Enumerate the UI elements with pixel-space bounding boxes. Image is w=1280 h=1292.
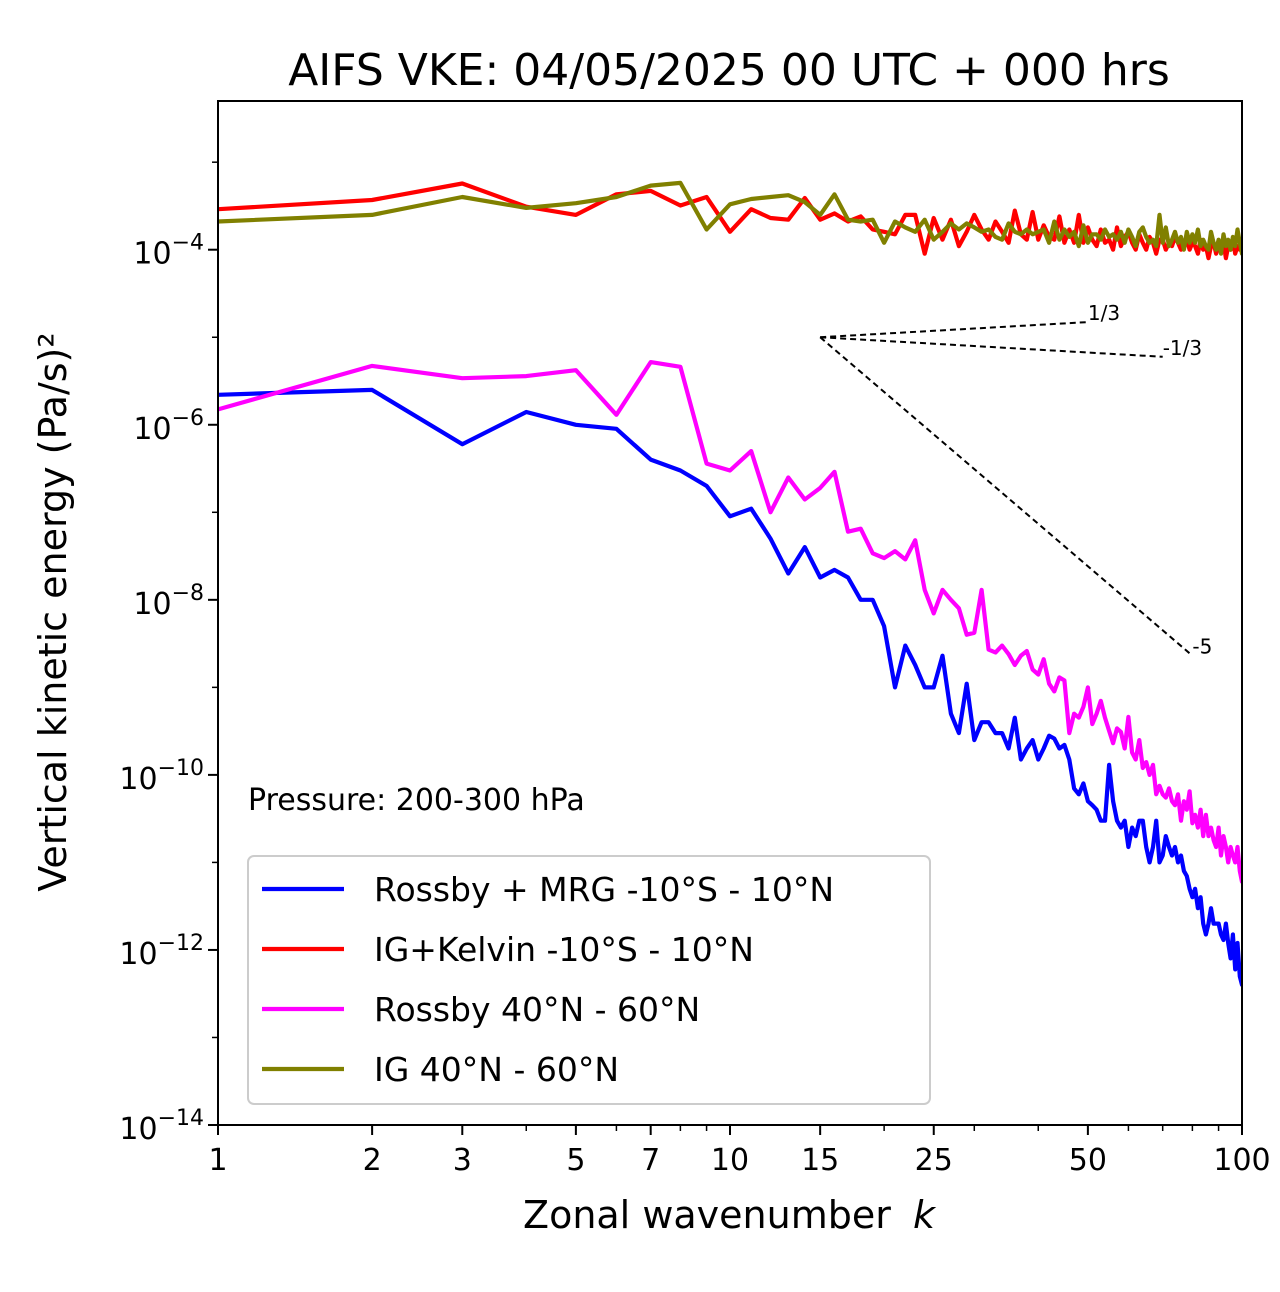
x-tick-label: 5 <box>566 1143 585 1178</box>
reference-slope-line-2 <box>820 336 1163 358</box>
x-tick-label: 2 <box>363 1143 382 1178</box>
series-line-3 <box>218 360 1242 884</box>
y-tick-base: 10 <box>133 412 171 447</box>
reference-slope-label-2: -1/3 <box>1163 336 1202 360</box>
x-tick-label: 10 <box>711 1143 749 1178</box>
x-tick-label: 25 <box>915 1143 953 1178</box>
x-tick-label: 100 <box>1213 1143 1270 1178</box>
y-tick-base: 10 <box>119 937 157 972</box>
chart-title: AIFS VKE: 04/05/2025 00 UTC + 000 hrs <box>288 45 1170 96</box>
reference-slope-label-3: -5 <box>1192 635 1212 659</box>
y-tick-base: 10 <box>119 762 157 797</box>
x-tick-label: 1 <box>208 1143 227 1178</box>
y-tick-base: 10 <box>133 237 171 272</box>
y-tick-exponent: −10 <box>158 756 204 781</box>
reference-slope-line-1 <box>820 321 1088 339</box>
series-line-4 <box>218 180 1242 256</box>
y-axis-label: Vertical kinetic energy (Pa/s)² <box>31 332 75 891</box>
series-line-1 <box>218 387 1242 987</box>
legend-label-2: IG+Kelvin -10°S - 10°N <box>374 930 754 969</box>
y-tick-label: 10−12 <box>119 931 204 972</box>
y-tick-exponent: −4 <box>172 231 204 256</box>
legend-label-1: Rossby + MRG -10°S - 10°N <box>374 870 834 909</box>
x-tick-label: 3 <box>453 1143 472 1178</box>
x-tick-label: 15 <box>801 1143 839 1178</box>
legend-label-3: Rossby 40°N - 60°N <box>374 990 700 1029</box>
legend-label-4: IG 40°N - 60°N <box>374 1050 619 1089</box>
y-tick-label: 10−10 <box>119 756 204 797</box>
y-tick-exponent: −8 <box>172 581 204 606</box>
x-tick-label: 50 <box>1069 1143 1107 1178</box>
x-axis-label: Zonal wavenumber k <box>523 1193 937 1237</box>
series-layer <box>218 180 1242 987</box>
legend-box <box>247 855 931 1105</box>
x-axis-label-symbol: k <box>913 1193 937 1237</box>
y-tick-label: 10−14 <box>119 1106 204 1147</box>
y-tick-exponent: −14 <box>158 1106 204 1131</box>
y-tick-exponent: −6 <box>172 406 204 431</box>
y-tick-label: 10−4 <box>133 231 204 272</box>
pressure-annotation: Pressure: 200-300 hPa <box>248 783 585 818</box>
x-axis-label-text: Zonal wavenumber <box>523 1193 891 1237</box>
x-tick-label: 7 <box>641 1143 660 1178</box>
y-tick-exponent: −12 <box>158 931 204 956</box>
reference-slope-layer: 1/3 -1/3 -5 <box>819 301 1212 659</box>
y-tick-base: 10 <box>119 1112 157 1147</box>
reference-slope-line-3 <box>819 336 1194 657</box>
axes-layer: 1 2 3 5 7 10 15 25 50 10010−1410−1210−1010−810−61… <box>119 100 1271 1178</box>
y-tick-label: 10−6 <box>133 406 204 447</box>
y-tick-base: 10 <box>133 587 171 622</box>
reference-slope-label-1: 1/3 <box>1088 301 1120 325</box>
legend: Rossby + MRG -10°S - 10°N IG+Kelvin -10°S… <box>247 855 931 1105</box>
y-tick-label: 10−8 <box>133 581 204 622</box>
